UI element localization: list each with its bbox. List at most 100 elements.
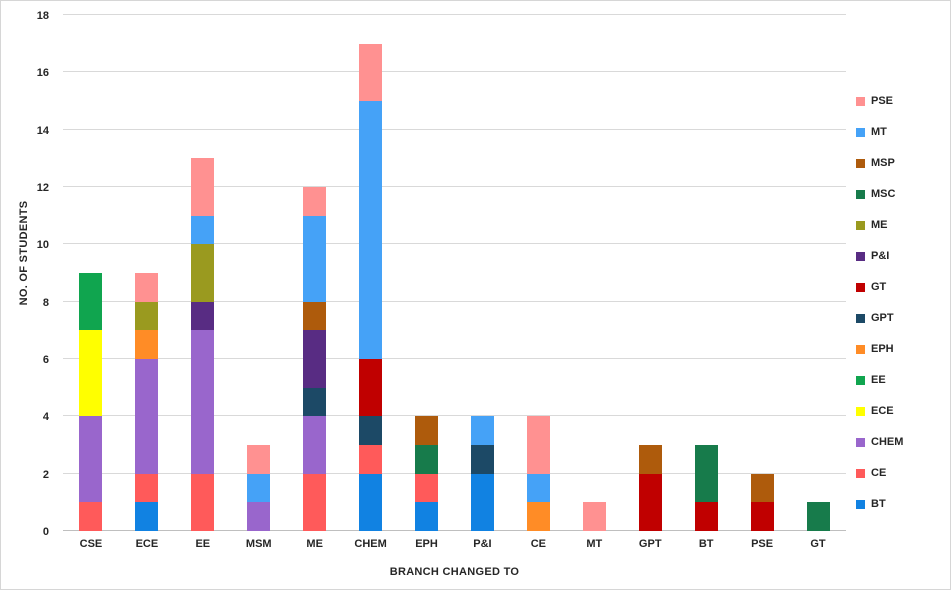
legend-label: GPT (871, 312, 894, 324)
segment-CHEM (247, 502, 271, 531)
segment-PSE (303, 187, 327, 216)
y-tick-label: 6 (42, 354, 49, 367)
segment-GT (750, 502, 774, 531)
x-tick-label: ME (306, 538, 323, 550)
segment-GPT (303, 387, 327, 417)
segment-CE (191, 473, 215, 531)
segment-PSE (359, 43, 383, 102)
segment-MSP (303, 301, 327, 331)
bar-P&I (470, 15, 494, 531)
legend-label: PSE (871, 95, 894, 107)
segment-P&I (303, 330, 327, 388)
legend-label: CE (871, 467, 887, 479)
gridline (63, 128, 846, 130)
legend-item-CE: CE (856, 466, 948, 480)
segment-BT (470, 473, 494, 531)
gridline (63, 415, 846, 417)
bar-MT (582, 15, 606, 531)
legend-swatch (856, 189, 865, 199)
legend-swatch (856, 375, 865, 385)
legend-label: GT (871, 281, 887, 293)
legend-item-GT: GT (856, 280, 948, 294)
gridline (63, 300, 846, 302)
segment-PSE (247, 445, 271, 474)
segment-EE (79, 273, 103, 331)
segment-MT (247, 473, 271, 503)
legend-item-CHEM: CHEM (856, 435, 948, 449)
legend-label: P&I (871, 250, 890, 262)
segment-MT (526, 473, 550, 503)
segment-CHEM (135, 359, 159, 474)
legend-label: CHEM (871, 436, 904, 448)
legend-swatch (856, 313, 865, 323)
segment-CHEM (303, 416, 327, 474)
x-tick-label: CE (530, 538, 547, 550)
legend-item-MT: MT (856, 125, 948, 139)
y-tick-label: 8 (42, 296, 49, 309)
y-tick-label: 2 (42, 468, 49, 481)
segment-MSC (694, 445, 718, 503)
bar-BT (694, 15, 718, 531)
segment-BT (135, 502, 159, 531)
legend-swatch (856, 344, 865, 354)
gridline (63, 71, 846, 73)
legend-label: ECE (871, 405, 894, 417)
x-tick-label: MSM (245, 538, 272, 550)
segment-GPT (359, 416, 383, 446)
y-axis-tick-labels: 0 2 4 6 8 10 12 14 16 18 (21, 10, 57, 538)
gridline (63, 472, 846, 474)
x-axis-line (63, 530, 846, 531)
segment-CE (79, 502, 103, 531)
bar-ECE (135, 15, 159, 531)
legend-label: ME (871, 219, 888, 231)
segment-ECE (79, 330, 103, 417)
bar-EPH (415, 15, 439, 531)
x-tick-label: GT (810, 538, 826, 550)
legend-swatch (856, 158, 865, 168)
segment-CHEM (191, 330, 215, 474)
gridline (63, 358, 846, 359)
segment-MSP (750, 473, 774, 503)
x-axis-tick-labels: CSE ECE EE MSM ME CHEM EPH P&I CE MT GPT BT PSE GT (63, 538, 846, 552)
gridline (63, 186, 846, 187)
segment-PSE (582, 502, 606, 531)
segment-MSC (806, 502, 830, 531)
legend-item-GPT: GPT (856, 311, 948, 325)
legend-swatch (856, 251, 865, 261)
legend-swatch (856, 437, 865, 447)
x-tick-label: PSE (751, 538, 774, 550)
segment-CE (303, 473, 327, 531)
legend-label: MSC (871, 188, 896, 200)
segment-GT (694, 502, 718, 531)
legend-item-ECE: ECE (856, 404, 948, 418)
bar-MSM (247, 15, 271, 531)
segment-CHEM (79, 416, 103, 503)
legend-item-BT: BT (856, 497, 948, 511)
bar-PSE (750, 15, 774, 531)
x-tick-label: P&I (473, 538, 492, 550)
segment-CE (359, 445, 383, 474)
y-tick-label: 12 (36, 182, 49, 195)
legend-item-EPH: EPH (856, 342, 948, 356)
segment-MT (359, 101, 383, 360)
segment-GT (638, 473, 662, 531)
plot-area (63, 14, 846, 531)
bar-GPT (638, 15, 662, 531)
y-tick-label: 10 (36, 239, 49, 252)
legend-swatch (856, 468, 865, 478)
legend: PSE MT MSP MSC ME P&I GT GPT EPH EE ECE CHEM CE BT (856, 94, 948, 528)
x-tick-label: EE (195, 538, 211, 550)
segment-CE (415, 473, 439, 503)
x-tick-label: EPH (415, 538, 438, 550)
segment-ME (135, 301, 159, 331)
x-tick-label: CSE (79, 538, 103, 550)
legend-swatch (856, 96, 865, 106)
segment-PSE (191, 158, 215, 216)
legend-item-MSP: MSP (856, 156, 948, 170)
segment-BT (359, 473, 383, 531)
gridline (63, 243, 846, 245)
segment-MT (303, 215, 327, 302)
y-tick-label: 14 (36, 124, 49, 137)
legend-item-ME: ME (856, 218, 948, 232)
x-tick-label: GPT (638, 538, 662, 550)
